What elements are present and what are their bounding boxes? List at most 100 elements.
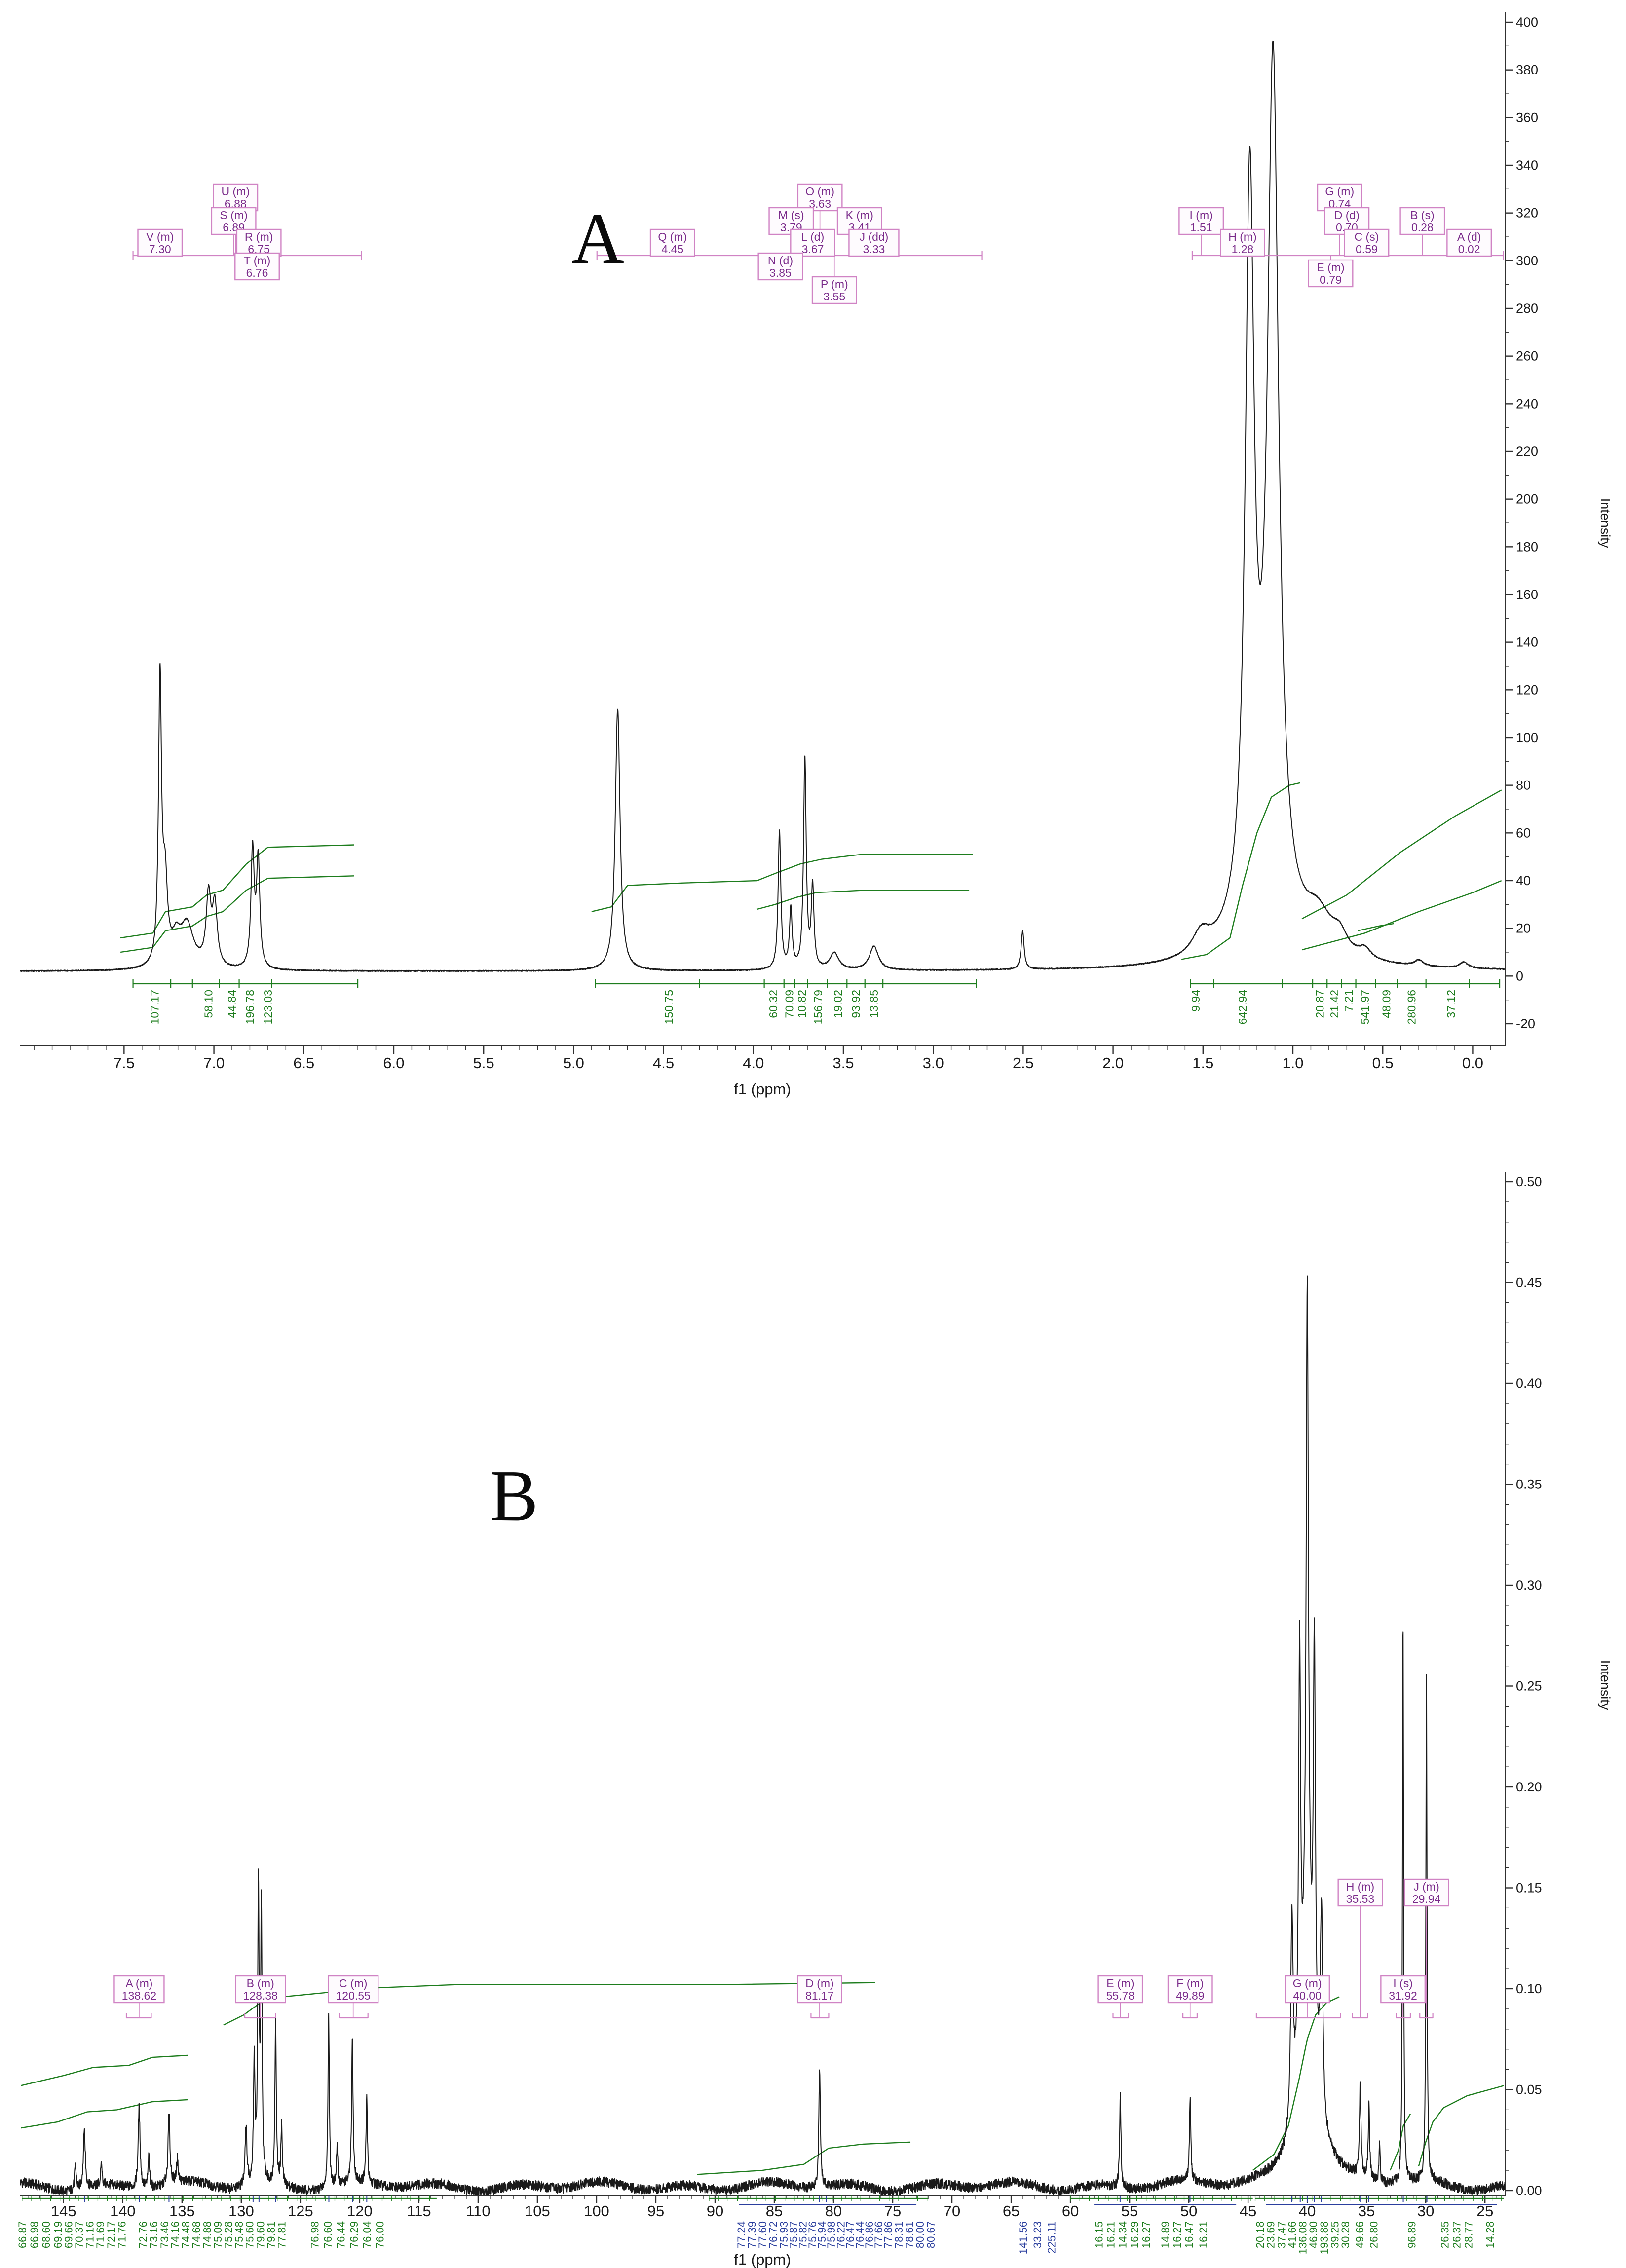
integral-curves — [21, 1982, 1504, 2175]
integral-value: 541.97 — [1359, 990, 1371, 1024]
multiplet-box: V (m)7.30 — [137, 228, 183, 257]
multiplet-box-label: R (m) — [245, 230, 273, 243]
integral-curve — [21, 2099, 188, 2129]
x-tick-label: 95 — [647, 2202, 664, 2220]
multiplet-box-label: N (d) — [768, 254, 793, 267]
bottom-value: 41.66 — [1286, 2221, 1298, 2248]
bottom-value: 66.87 — [16, 2221, 29, 2248]
y-tick-label: 0.30 — [1516, 1578, 1542, 1593]
multiplet-box-rect — [1399, 207, 1445, 235]
integral-value: 13.85 — [868, 990, 880, 1018]
multiplet-box-label: Q (m) — [658, 230, 687, 243]
multiplet-box: B (s)0.28 — [1399, 207, 1445, 235]
multiplet-box: A (d)0.02 — [1446, 228, 1492, 257]
spectrum-trace-group — [20, 1275, 1505, 2195]
bottom-value: 76.44 — [335, 2221, 347, 2248]
integral-curves — [120, 782, 1502, 960]
bottom-value: 75.28 — [222, 2221, 234, 2248]
multiplet-box: F (m)49.89 — [1167, 1975, 1213, 2004]
multiplet-box: H (m)1.28 — [1220, 228, 1265, 257]
multiplet-box-label: D (m) — [805, 1977, 833, 1990]
panel-b-letter: B — [490, 1455, 538, 1536]
bottom-value: 73.16 — [148, 2221, 160, 2248]
integral-regions — [132, 979, 1501, 988]
integral-value: 196.78 — [243, 990, 256, 1024]
bottom-value: 79.81 — [265, 2221, 277, 2248]
bottom-value: 78.61 — [904, 2221, 916, 2248]
multiplet-box-label: U (m) — [222, 185, 250, 198]
multiplet-box: O (m)3.63 — [797, 183, 843, 212]
bottom-value: 16.15 — [1093, 2221, 1105, 2248]
bottom-value: 79.60 — [254, 2221, 266, 2248]
multiplet-box-label: A (d) — [1457, 230, 1481, 243]
bottom-value: 69.19 — [52, 2221, 64, 2248]
multiplet-box-label: H (m) — [1346, 1880, 1374, 1893]
x-tick-label: 85 — [766, 2202, 783, 2220]
bottom-value: 49.66 — [1354, 2221, 1366, 2248]
x-tick-label: 140 — [110, 2202, 136, 2220]
bottom-value: 20.18 — [1254, 2221, 1266, 2248]
multiplet-box-rect — [1446, 228, 1492, 257]
multiplet-boxes: A (m)138.62 B (m)128.38 C (m)120.55 D (m)81… — [113, 1878, 1449, 2004]
y-tick-label: 200 — [1516, 492, 1538, 507]
x-tick-label: 40 — [1299, 2202, 1316, 2220]
multiplet-box: H (m)35.53 — [1337, 1878, 1383, 1907]
bottom-value: 16.21 — [1197, 2221, 1210, 2248]
integral-value: 107.17 — [148, 990, 161, 1024]
x-tick-labels: 145 140 135 130 125 120 115 110 105 100 95 90 85 80 75… — [51, 2202, 1493, 2220]
x-tick-label: 35 — [1358, 2202, 1375, 2220]
x-tick-label: 55 — [1121, 2202, 1138, 2220]
multiplet-box-label: A (m) — [125, 1977, 152, 1990]
multiplet-box-label: L (d) — [801, 230, 824, 243]
x-tick-label: 5.5 — [473, 1054, 494, 1072]
y-tick-label: 0.35 — [1516, 1477, 1542, 1492]
bottom-value: 26.35 — [1439, 2221, 1451, 2248]
y-tick-label: 260 — [1516, 349, 1538, 364]
multiplet-box: P (m)3.55 — [811, 276, 857, 304]
bottom-value: 77.66 — [872, 2221, 885, 2248]
multiplet-box-label: B (m) — [247, 1977, 274, 1990]
multiplet-box: L (d)3.67 — [790, 228, 835, 257]
multiplet-box-value: 49.89 — [1176, 1989, 1205, 2002]
y-tick-label: 400 — [1516, 15, 1538, 30]
multiplet-box: B (m)128.38 — [235, 1975, 286, 2004]
bottom-value: 23.69 — [1265, 2221, 1277, 2248]
x-tick-label: 90 — [707, 2202, 723, 2220]
bottom-value: 72.76 — [137, 2221, 150, 2248]
integral-value: 7.21 — [1342, 990, 1355, 1012]
bottom-value: 76.44 — [854, 2221, 866, 2248]
x-tick-label: 7.5 — [113, 1054, 135, 1072]
bottom-value: 16.21 — [1105, 2221, 1117, 2248]
multiplet-box-rect — [235, 1975, 286, 2004]
multiplet-box-rect — [1344, 228, 1390, 257]
spectrum-panel-b: 145 140 135 130 125 120 115 110 105 100 95 90 85 80 75… — [16, 1172, 1613, 2268]
x-axis-title: f1 (ppm) — [734, 1080, 791, 1098]
y-tick-label: 100 — [1516, 730, 1538, 745]
integral-curve — [1181, 782, 1300, 960]
multiplet-box-rect — [1220, 228, 1265, 257]
integral-curve — [1252, 1996, 1340, 2171]
multiplet-box-rect — [1178, 207, 1224, 235]
integral-value: 48.09 — [1380, 990, 1393, 1018]
spectrum-panel-a: 7.5 7.0 6.5 6.0 5.5 5.0 4.5 4.0 3.5 3.0 2.5 2.0 1.5 1… — [20, 12, 1613, 1098]
x-tick-label: 0.0 — [1462, 1054, 1483, 1072]
multiplet-box-label: G (m) — [1293, 1977, 1322, 1990]
y-tick-labels: 0.50 0.45 0.40 0.35 0.30 0.25 0.20 0.15 0.10 0.05… — [1516, 1174, 1542, 2198]
bottom-value: 77.39 — [746, 2221, 758, 2248]
multiplet-box: I (m)1.51 — [1178, 207, 1224, 235]
bottom-value: 76.00 — [374, 2221, 386, 2248]
x-tick-label: 4.0 — [743, 1054, 764, 1072]
x-tick-label: 2.0 — [1102, 1054, 1124, 1072]
x-tick-label: 60 — [1062, 2202, 1079, 2220]
y-ticks — [1505, 21, 1513, 1025]
multiplet-box: G (m)40.00 — [1285, 1975, 1330, 2004]
multiplet-box-rect — [811, 276, 857, 304]
multiplet-box-value: 0.59 — [1356, 243, 1378, 256]
multiplet-box-rect — [113, 1975, 165, 2004]
bottom-value: 74.16 — [169, 2221, 181, 2248]
bottom-value: 76.86 — [863, 2221, 875, 2248]
multiplet-box-value: 35.53 — [1346, 1893, 1375, 1905]
multiplet-box-value: 0.28 — [1411, 221, 1434, 234]
y-tick-label: 240 — [1516, 396, 1538, 411]
